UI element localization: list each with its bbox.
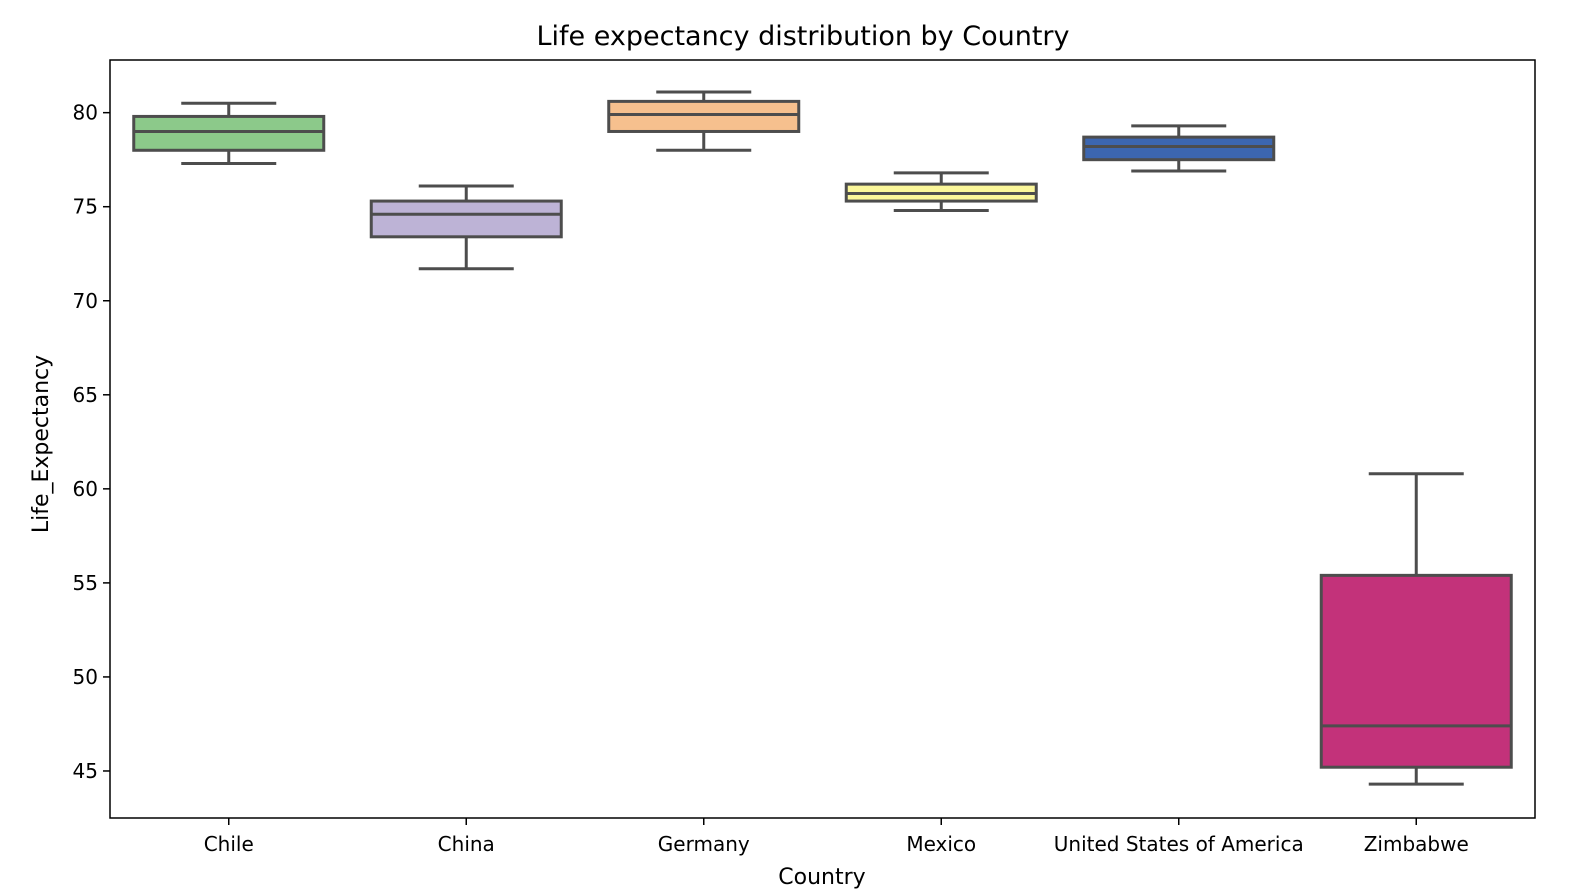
x-tick-label: Germany — [658, 832, 750, 856]
box-body — [369, 199, 563, 239]
y-tick-label: 70 — [73, 289, 98, 313]
box-zimbabwe — [1319, 472, 1513, 786]
x-tick-label: China — [438, 832, 495, 856]
x-tick-label: Mexico — [906, 832, 976, 856]
box-body — [1319, 573, 1513, 769]
y-tick-label: 50 — [73, 665, 98, 689]
chart-title: Life expectancy distribution by Country — [536, 21, 1069, 52]
y-axis: 45 50 55 60 65 70 75 80 — [73, 101, 110, 783]
plot-area — [132, 90, 1513, 786]
box-body — [1082, 135, 1276, 162]
y-tick-label: 65 — [73, 383, 98, 407]
x-axis-label: Country — [778, 865, 865, 890]
y-tick-label: 60 — [73, 477, 98, 501]
y-tick-label: 80 — [73, 101, 98, 125]
x-tick-label: United States of America — [1054, 832, 1304, 856]
box-germany — [607, 90, 801, 152]
y-axis-label: Life_Expectancy — [29, 355, 54, 533]
box-mexico — [844, 171, 1038, 212]
x-tick-label: Zimbabwe — [1364, 832, 1469, 856]
y-tick-label: 45 — [73, 759, 98, 783]
box-chile — [132, 101, 326, 165]
box-china — [369, 184, 563, 271]
box-united-states-of-america — [1082, 124, 1276, 173]
y-tick-label: 75 — [73, 195, 98, 219]
plot-frame — [109, 59, 1536, 819]
y-tick-label: 55 — [73, 571, 98, 595]
box-body — [607, 99, 801, 133]
x-tick-label: Chile — [204, 832, 254, 856]
box-body — [132, 114, 326, 152]
x-axis: Chile China Germany Mexico United States of … — [204, 818, 1469, 856]
